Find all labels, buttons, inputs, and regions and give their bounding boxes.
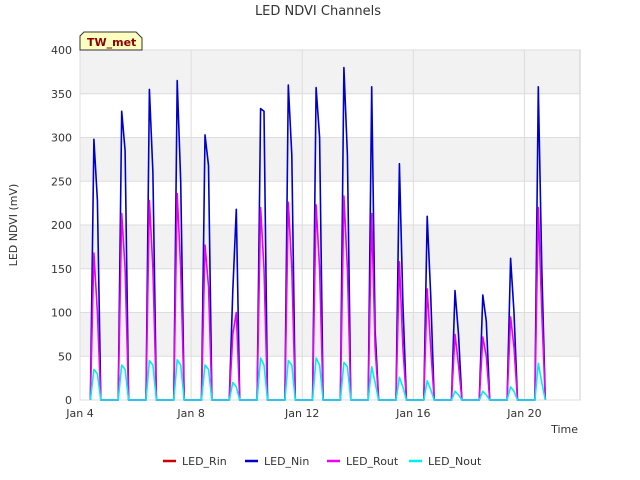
y-axis-label: LED NDVI (mV) bbox=[7, 184, 20, 267]
series-line-led-nout bbox=[89, 357, 547, 401]
y-tick-label: 200 bbox=[51, 219, 72, 232]
y-tick-label: 400 bbox=[51, 44, 72, 57]
plot-band bbox=[80, 268, 580, 313]
y-tick-label: 250 bbox=[51, 175, 72, 188]
y-tick-label: 0 bbox=[65, 394, 72, 407]
plot-band bbox=[80, 356, 580, 400]
y-tick-label: 150 bbox=[51, 263, 72, 276]
x-axis-ticks: Jan 4 Jan 8 Jan 12 Jan 16 Jan 20 bbox=[65, 407, 541, 420]
y-axis-ticks: 0 50 100 150 200 250 300 350 400 bbox=[51, 44, 72, 407]
station-badge: TW_met bbox=[79, 31, 143, 51]
x-tick-label: Jan 8 bbox=[176, 407, 204, 420]
plot-band bbox=[80, 50, 580, 94]
plot-band bbox=[80, 225, 580, 269]
x-tick-label: Jan 20 bbox=[506, 407, 541, 420]
x-axis-label: Time bbox=[550, 423, 578, 436]
legend: LED_Rin LED_Nin LED_Rout LED_Nout bbox=[163, 455, 482, 468]
legend-label-led-nin: LED_Nin bbox=[264, 455, 309, 468]
chart-title: LED NDVI Channels bbox=[255, 4, 381, 19]
y-tick-label: 350 bbox=[51, 88, 72, 101]
x-tick-label: Jan 4 bbox=[65, 407, 93, 420]
station-badge-text: TW_met bbox=[87, 36, 136, 49]
x-tick-label: Jan 16 bbox=[395, 407, 430, 420]
plot-band bbox=[80, 312, 580, 357]
legend-label-led-rin: LED_Rin bbox=[182, 455, 227, 468]
x-tick-label: Jan 12 bbox=[284, 407, 319, 420]
plot-band bbox=[80, 93, 580, 138]
plot-band bbox=[80, 181, 580, 225]
series-layer bbox=[89, 66, 547, 401]
y-tick-label: 300 bbox=[51, 132, 72, 145]
y-tick-label: 100 bbox=[51, 307, 72, 320]
y-tick-label: 50 bbox=[58, 350, 72, 363]
plot-background-bands bbox=[80, 50, 580, 400]
legend-label-led-nout: LED_Nout bbox=[428, 455, 482, 468]
plot-band bbox=[80, 137, 580, 182]
legend-label-led-rout: LED_Rout bbox=[346, 455, 399, 468]
station-badge-box bbox=[79, 31, 143, 51]
